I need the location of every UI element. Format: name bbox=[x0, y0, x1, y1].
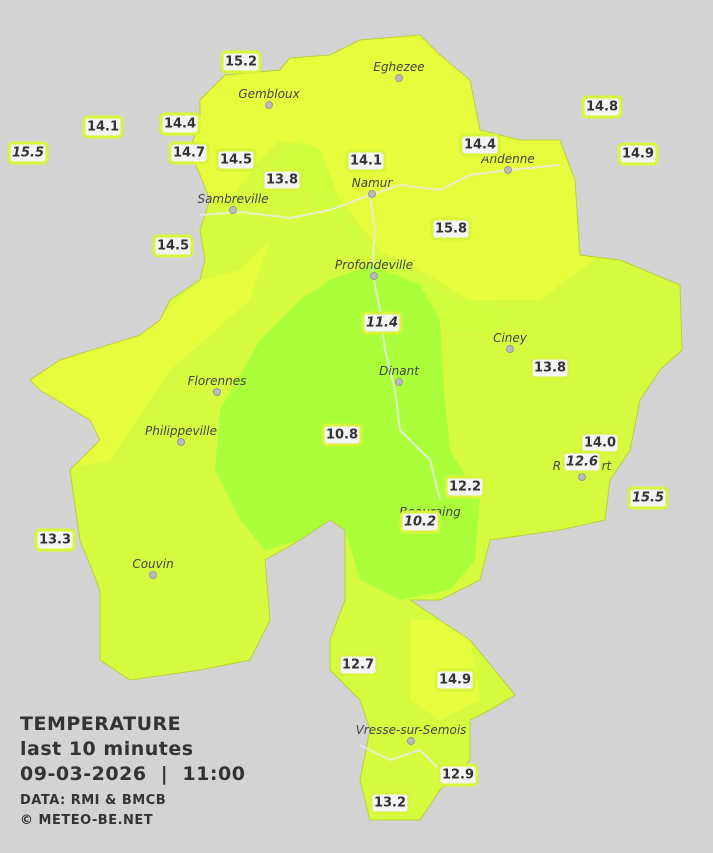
station-box bbox=[261, 168, 303, 192]
station-value: 13.8 bbox=[266, 173, 298, 188]
title-line: TEMPERATURE bbox=[20, 713, 181, 735]
title-line: 09-03-2026 | 11:00 bbox=[20, 763, 245, 785]
town-label: Profondeville bbox=[335, 258, 413, 272]
town-label: Vresse-sur-Semois bbox=[356, 723, 467, 737]
station-box bbox=[220, 50, 262, 74]
station-box bbox=[168, 141, 210, 165]
town-label: Namur bbox=[352, 176, 394, 190]
station-value: 14.7 bbox=[173, 146, 205, 161]
station-value: 10.8 bbox=[326, 428, 358, 443]
station-value: 14.5 bbox=[157, 239, 189, 254]
town-dot bbox=[370, 272, 378, 280]
stations: 15.2 14.1 14.4 15.5 14.7 14.5 13.8 14.1 14.4 14.8… bbox=[7, 50, 669, 815]
station-box bbox=[82, 115, 124, 139]
town-dot bbox=[504, 166, 512, 174]
station-value: 14.0 bbox=[584, 436, 616, 451]
station-value: 12.9 bbox=[442, 768, 474, 783]
station-box bbox=[459, 133, 501, 157]
station-value: 14.9 bbox=[439, 673, 471, 688]
station-value: 14.1 bbox=[87, 120, 119, 135]
town-label: Couvin bbox=[132, 557, 173, 571]
river bbox=[359, 744, 441, 771]
station-box bbox=[345, 149, 387, 173]
station-value: 14.9 bbox=[622, 147, 654, 162]
town-dot bbox=[177, 438, 185, 446]
station-box bbox=[444, 475, 486, 499]
river bbox=[369, 194, 441, 501]
station-box bbox=[321, 423, 363, 447]
credit-line: DATA: RMI & BMCB bbox=[20, 793, 166, 808]
legend: TEMPERATURE last 10 minutes 09-03-2026 | 1… bbox=[20, 713, 245, 828]
zone-west bbox=[30, 240, 270, 470]
town-dot bbox=[395, 74, 403, 82]
town-label: Ciney bbox=[493, 331, 528, 345]
station-value: 13.3 bbox=[39, 533, 71, 548]
title-line: last 10 minutes bbox=[20, 738, 194, 760]
station-box bbox=[617, 142, 659, 166]
town-dot bbox=[149, 571, 157, 579]
station-box bbox=[437, 763, 479, 787]
station-box bbox=[561, 450, 603, 474]
town-dot bbox=[578, 473, 586, 481]
station-value: 10.2 bbox=[404, 515, 436, 530]
town-dot bbox=[407, 737, 415, 745]
station-box bbox=[152, 234, 194, 258]
station-box bbox=[581, 95, 623, 119]
station-value: 14.4 bbox=[164, 117, 196, 132]
station-box bbox=[215, 148, 257, 172]
station-value: 12.2 bbox=[449, 480, 481, 495]
town-dot bbox=[229, 206, 237, 214]
station-value: 15.2 bbox=[225, 55, 257, 70]
town-label: Sambreville bbox=[197, 192, 268, 206]
station-value: 12.7 bbox=[342, 658, 374, 673]
station-value: 15.5 bbox=[12, 146, 44, 161]
zone-band bbox=[270, 140, 520, 330]
station-value: 12.6 bbox=[566, 455, 598, 470]
station-box bbox=[434, 668, 476, 692]
station-box bbox=[430, 217, 472, 241]
town-dot bbox=[395, 378, 403, 386]
town-dot bbox=[368, 190, 376, 198]
town-label: Dinant bbox=[379, 364, 420, 378]
station-box bbox=[361, 311, 403, 335]
station-value: 14.1 bbox=[350, 154, 382, 169]
station-box bbox=[159, 112, 201, 136]
station-box bbox=[34, 528, 76, 552]
station-box bbox=[627, 486, 669, 510]
town-dot bbox=[265, 101, 273, 109]
town-label: Gembloux bbox=[238, 87, 300, 101]
town-label: Philippeville bbox=[145, 424, 217, 438]
station-box bbox=[529, 356, 571, 380]
station-value: 11.4 bbox=[366, 316, 398, 331]
station-box bbox=[399, 510, 441, 534]
station-box bbox=[337, 653, 379, 677]
station-value: 14.8 bbox=[586, 100, 618, 115]
station-value: 13.2 bbox=[374, 796, 406, 811]
station-value: 15.8 bbox=[435, 222, 467, 237]
town-dot bbox=[213, 388, 221, 396]
station-value: 13.8 bbox=[534, 361, 566, 376]
town-label: Eghezee bbox=[373, 60, 424, 74]
town-label: Florennes bbox=[188, 374, 247, 388]
station-value: 14.5 bbox=[220, 153, 252, 168]
station-box bbox=[7, 141, 49, 165]
town-dot bbox=[506, 345, 514, 353]
river bbox=[199, 164, 561, 220]
station-box bbox=[369, 791, 411, 815]
credit-line: © METEO-BE.NET bbox=[20, 813, 153, 828]
station-value: 15.5 bbox=[632, 491, 664, 506]
station-value: 14.4 bbox=[464, 138, 496, 153]
